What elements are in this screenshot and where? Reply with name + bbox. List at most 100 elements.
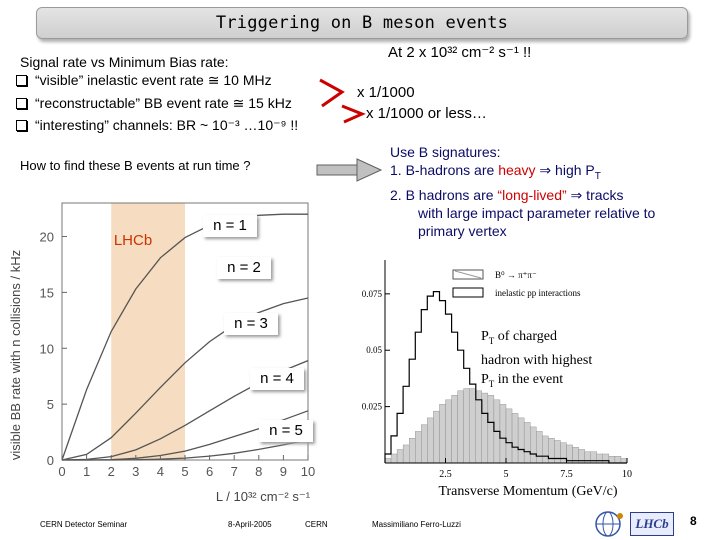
x-tick-label: 6 [206,464,213,479]
sig2-text-b: ⇒ tracks [566,186,624,203]
signal-bar [396,449,404,464]
sig2-long-lived: “long-lived” [497,186,567,203]
sig2-text-d: primary vertex [418,222,507,239]
annot-rest2: in the event [494,371,564,387]
bullet-text: “visible” inelastic event rate ≅ 10 MHz [35,72,272,88]
checkbox-bullet-icon [16,98,27,109]
lhcb-band [111,203,185,460]
annot-p: P [481,329,489,344]
signal-bar [536,431,543,464]
page-number: 8 [690,514,697,528]
signal-bar [427,417,434,464]
big-arrow-graphic [316,158,383,182]
signal-bar [463,388,470,464]
right-plot-xlabel: Transverse Momentum (GeV/c) [438,484,617,498]
x-tick-label: 2 [108,464,115,479]
signature-item: 2. B hadrons are “long-lived” ⇒ tracks [390,186,655,204]
signal-bar [390,453,398,464]
footer-place: CERN [305,520,328,529]
signal-bar [542,435,549,464]
signal-bar [548,437,555,464]
lhcb-logo: LHCb [630,512,674,536]
annot-line2: hadron with highest [481,352,593,368]
series-line-n2 [61,297,309,461]
signature-item: 1. B-hadrons are heavy ⇒ high PT [390,161,655,186]
item-number: 2. [390,186,402,203]
title-bar: Triggering on B meson events [36,7,688,39]
lhcb-logo-text: LHCb [635,516,669,531]
checkbox-bullet-icon [16,120,27,131]
series-line-n1 [61,213,308,461]
bullet-text: “interesting” channels: BR ~ 10⁻³ …10⁻⁹ … [35,117,299,133]
signal-bar [451,395,458,464]
signal-bar [487,395,495,464]
legend-signal-label: B⁰ → π⁺π⁻ [495,270,537,280]
signal-bar [457,390,464,464]
legend-bg-label: inelastic pp interactions [495,288,581,298]
rate-header: At 2 x 10³² cm⁻² s⁻¹ !! [388,44,532,61]
y-tick-label: 0.025 [362,402,383,412]
signal-bar [584,451,591,464]
left-plot-xlabel: L / 10³² cm⁻² s⁻¹ [216,489,311,504]
y-tick-label: 0.05 [366,345,382,355]
y-tick-label: 15 [40,285,54,300]
x-tick-label: 0 [58,464,65,479]
signal-bar [402,444,410,464]
curve-label-n4: n = 4 [250,368,304,390]
bullet-item: “visible” inelastic event rate ≅ 10 MHz [16,72,272,89]
footer-date: 8-April-2005 [228,520,272,529]
arrow-right-icon [341,104,366,124]
x-tick-label: 2.5 [439,469,452,480]
signal-bar [475,390,483,464]
footer-author: Massimiliano Ferro-Luzzi [372,520,461,529]
question-text: How to find these B events at run time ? [20,158,251,173]
signal-bar [554,440,561,464]
signal-bar [620,458,628,464]
footer-seminar: CERN Detector Seminar [40,520,128,529]
y-tick-label: 0 [47,453,54,468]
signal-bar [596,453,604,464]
globe-logo-icon [595,511,623,537]
sig1-text-b: ⇒ high P [535,162,595,178]
bullet-item: “reconstructable” BB event rate ≅ 15 kHz [16,95,292,112]
curve-label-n2: n = 2 [217,257,271,279]
signal-bar [421,424,428,464]
curve-label-n1: n = 1 [203,215,257,237]
signal-bar [614,456,622,464]
x-tick-label: 10 [301,464,315,479]
arrow-right-icon [319,78,345,108]
x-tick-label: 5 [504,469,509,480]
sig2-text-a: B hadrons are [405,186,498,203]
signal-bar [481,392,489,464]
sig2-text-c: with large impact parameter relative to [418,204,656,221]
signal-bar [602,453,610,464]
signatures-title: Use B signatures: [390,144,501,160]
x-tick-label: 9 [280,464,287,479]
pt-annotation: PT of charged hadron with highest PT in … [481,327,592,394]
x-tick-label: 10 [622,469,632,480]
x-tick-label: 7.5 [560,469,573,480]
signal-bar [505,408,513,464]
signal-bar [469,388,476,464]
curve-label-n3: n = 3 [224,313,278,335]
x-tick-label: 5 [181,464,188,479]
y-tick-label: 10 [40,341,54,356]
checkbox-bullet-icon [16,75,27,86]
signal-bar [445,399,452,464]
signal-bar [523,422,531,464]
sig1-sub: T [594,170,601,182]
arrow-right-icon [356,158,383,182]
intro-text: Signal rate vs Minimum Bias rate: [20,54,229,70]
x-tick-label: 4 [157,464,164,479]
signal-bar [590,451,597,464]
signal-bar [517,417,525,464]
x-tick-label: 3 [132,464,139,479]
x-tick-label: 1 [83,464,90,479]
signatures-block: Use B signatures: 1. B-hadrons are heavy… [390,143,655,240]
annot-sub: T [488,335,495,346]
annot-p2: P [481,371,489,387]
rate-vs-luminosity-plot: 0 1 2 3 4 5 6 7 8 9 10 0 5 10 15 20 visible BB rate wit… [8,202,315,504]
signal-bar [384,458,392,464]
y-tick-label: 5 [47,397,54,412]
item-number: 1. [390,162,402,178]
